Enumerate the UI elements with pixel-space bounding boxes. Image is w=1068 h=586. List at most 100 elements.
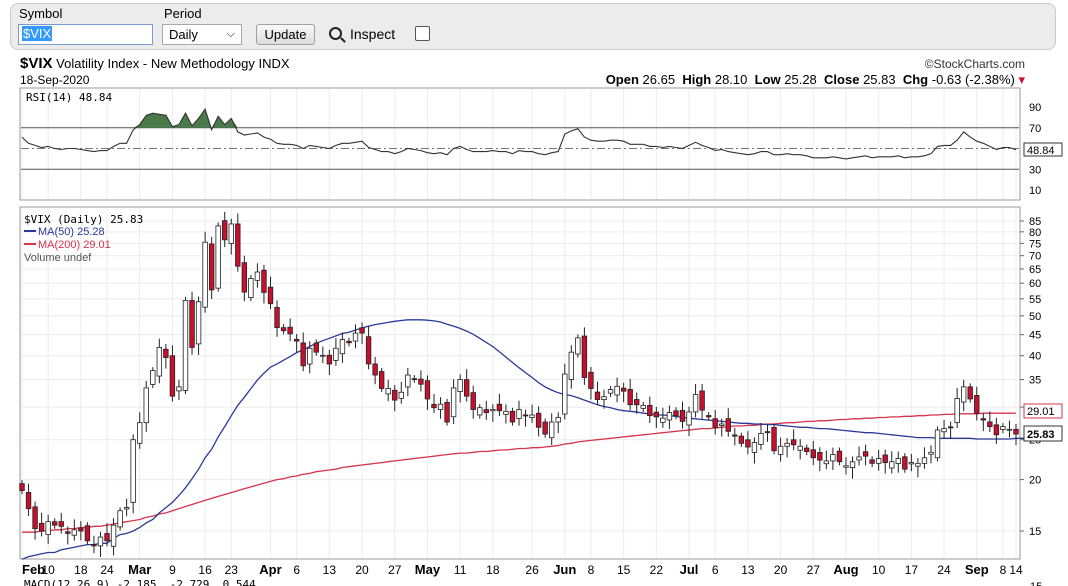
candle-body-down: [594, 391, 601, 400]
candle: [444, 398, 450, 426]
candle: [137, 412, 143, 449]
candle: [411, 375, 418, 383]
candle-body-down: [869, 459, 875, 464]
candle-body-up: [915, 462, 921, 467]
price-tick-label: 85: [1029, 216, 1041, 228]
x-tick-label: 6: [293, 563, 300, 577]
candle-body-down: [104, 533, 110, 542]
x-tick-label: Sep: [965, 562, 989, 577]
candle-body-down: [418, 378, 424, 385]
rsi-value-box: [1023, 142, 1063, 157]
x-tick-label: 24: [100, 563, 114, 577]
candle: [751, 437, 758, 464]
candle-body-up: [516, 409, 522, 419]
candle: [941, 419, 947, 440]
candle-body-up: [1006, 428, 1013, 431]
price-axis: 858075706560555045403530252015: [1020, 216, 1041, 538]
candlesticks: [19, 211, 1019, 557]
candle-body-down: [764, 431, 771, 434]
brand-link[interactable]: ©StockCharts.com: [924, 57, 1025, 71]
candle-body-down: [313, 342, 319, 353]
candle-body-up: [156, 347, 163, 377]
candle-body-down: [542, 421, 548, 435]
candle: [673, 407, 679, 420]
candle: [143, 380, 149, 432]
candle-body-up: [823, 460, 830, 465]
candle: [954, 387, 960, 429]
candle: [202, 231, 208, 313]
candle: [928, 445, 934, 464]
candle-body-up: [889, 461, 895, 469]
candle-body-up: [784, 442, 790, 447]
candle-body-down: [91, 544, 97, 547]
candle: [65, 526, 71, 545]
price-tick-label: 15: [1029, 526, 1041, 538]
price-tick-label: 75: [1029, 238, 1041, 250]
rsi-frame: [19, 87, 1021, 201]
candle: [627, 378, 633, 411]
candle-body-down: [189, 300, 195, 348]
candle-body-down: [346, 340, 352, 344]
candle-body-up: [117, 510, 123, 528]
candle-body-up: [758, 432, 764, 445]
candle: [104, 523, 110, 547]
x-tick-label: 9: [169, 563, 176, 577]
update-button[interactable]: Update: [256, 24, 315, 45]
x-tick-label: 26: [525, 563, 539, 577]
candle: [58, 512, 64, 534]
candle: [686, 406, 692, 437]
candle: [568, 345, 575, 389]
candle: [679, 401, 686, 429]
period-select[interactable]: Daily ⌵: [162, 24, 242, 45]
candle-body-down: [19, 483, 25, 492]
x-tick-label: Apr: [259, 562, 281, 577]
candle: [1000, 423, 1006, 434]
candle: [248, 275, 254, 302]
inspect-checkbox[interactable]: [415, 26, 430, 41]
candle: [974, 386, 980, 421]
candle: [575, 334, 581, 358]
candle-body-down: [293, 338, 300, 342]
chart-symbol: $VIX: [20, 55, 53, 72]
ma50-line: [21, 319, 1030, 560]
candle: [836, 447, 843, 466]
macd-axis-tick: 15: [1030, 581, 1042, 586]
candle: [856, 446, 862, 466]
candle: [372, 356, 378, 385]
candle: [797, 439, 803, 460]
candle: [849, 456, 856, 479]
inspect-toggle[interactable]: Inspect: [329, 24, 430, 45]
candle: [163, 343, 169, 369]
candle-body-down: [84, 525, 91, 542]
candle: [385, 379, 391, 402]
candle-body-down: [463, 379, 470, 397]
candle: [235, 213, 241, 272]
candle-body-up: [195, 301, 202, 345]
candle: [660, 407, 666, 428]
candle: [692, 384, 699, 418]
candle-body-up: [110, 524, 117, 547]
chg-value: -0.63 (-2.38%): [931, 72, 1015, 87]
symbol-input[interactable]: $VIX: [18, 24, 153, 45]
candle-body-down: [771, 427, 777, 452]
candle-body-up: [71, 529, 78, 536]
candle-body-up: [450, 387, 457, 418]
candle-body-up: [339, 339, 346, 355]
candle-body-up: [182, 300, 189, 391]
candle: [97, 531, 104, 557]
candle-body-down: [326, 354, 333, 365]
candle-body-down: [732, 434, 738, 437]
candle: [483, 400, 489, 420]
candle: [287, 318, 293, 342]
candle-body-down: [392, 389, 398, 401]
candle: [830, 447, 836, 471]
candle-body-down: [882, 454, 888, 463]
price-tick-label: 50: [1029, 311, 1041, 323]
candle-body-down: [470, 392, 476, 410]
candle: [790, 429, 797, 451]
candle: [78, 521, 84, 541]
candle: [346, 337, 352, 347]
candle-body-up: [692, 394, 699, 413]
